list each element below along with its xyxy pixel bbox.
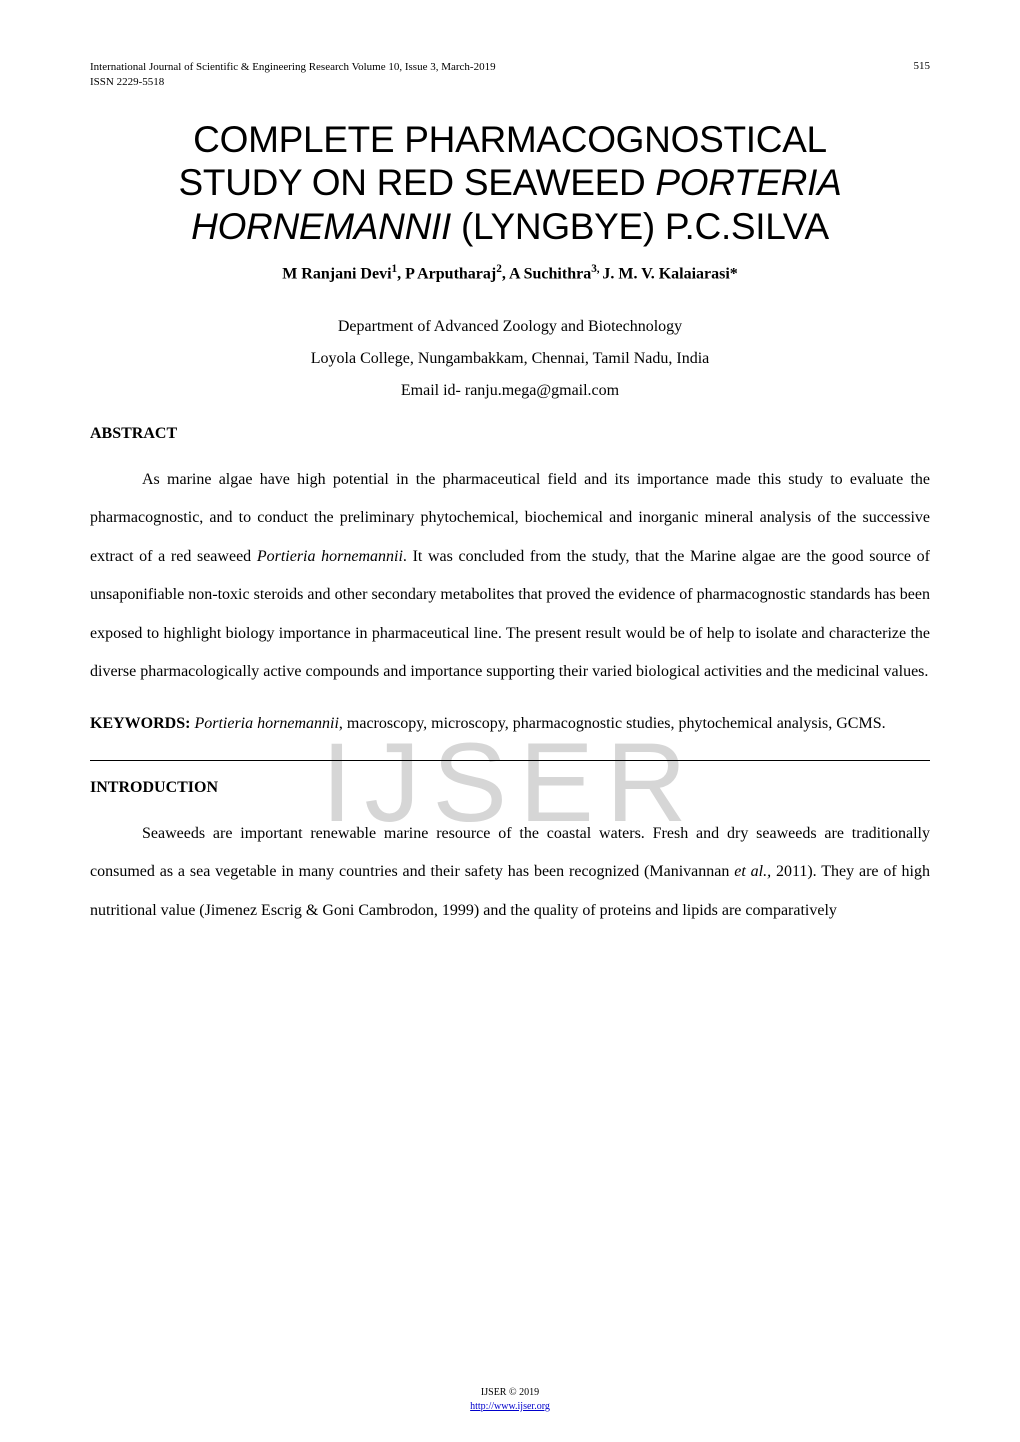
page-footer: IJSER © 2019 http://www.ijser.org — [0, 1386, 1020, 1414]
keywords-italic: Portieria hornemannii — [190, 715, 338, 732]
introduction-body: Seaweeds are important renewable marine … — [90, 815, 930, 930]
footer-copyright: IJSER © 2019 — [0, 1386, 1020, 1400]
journal-info: International Journal of Scientific & En… — [90, 60, 496, 90]
introduction-heading: INTRODUCTION — [90, 779, 930, 797]
affiliation-line-3: Email id- ranju.mega@gmail.com — [90, 375, 930, 407]
paper-title: COMPLETE PHARMACOGNOSTICAL STUDY ON RED … — [90, 118, 930, 249]
journal-line-2: ISSN 2229-5518 — [90, 75, 496, 90]
author-2: P Arputharaj — [405, 265, 496, 282]
footer-link[interactable]: http://www.ijser.org — [470, 1401, 550, 1412]
sep-1: , — [397, 265, 405, 282]
title-line-3: HORNEMANNII (LYNGBYE) P.C.SILVA — [90, 205, 930, 249]
title-line-2: STUDY ON RED SEAWEED PORTERIA — [90, 161, 930, 205]
sep-2: , — [502, 265, 509, 282]
affiliation-block: Department of Advanced Zoology and Biote… — [90, 311, 930, 407]
title-line-2a: STUDY ON RED SEAWEED — [179, 162, 656, 203]
title-line-3a-italic: HORNEMANNII — [191, 206, 451, 247]
title-line-2b-italic: PORTERIA — [655, 162, 841, 203]
page-content: International Journal of Scientific & En… — [90, 60, 930, 930]
author-1: M Ranjani Devi — [282, 265, 391, 282]
affiliation-line-2: Loyola College, Nungambakkam, Chennai, T… — [90, 343, 930, 375]
keywords-label: KEYWORDS: — [90, 715, 190, 732]
abstract-italic: Portieria hornemannii — [257, 548, 403, 565]
section-divider — [90, 760, 930, 761]
affiliation-line-1: Department of Advanced Zoology and Biote… — [90, 311, 930, 343]
title-line-1: COMPLETE PHARMACOGNOSTICAL — [90, 118, 930, 162]
abstract-heading: ABSTRACT — [90, 425, 930, 443]
page-number: 515 — [914, 60, 931, 72]
keywords-line: KEYWORDS: Portieria hornemannii, macrosc… — [90, 705, 930, 743]
author-3: A Suchithra — [509, 265, 591, 282]
intro-italic: et al., — [734, 863, 771, 880]
running-header: International Journal of Scientific & En… — [90, 60, 930, 90]
authors-line: M Ranjani Devi1, P Arputharaj2, A Suchit… — [90, 263, 930, 283]
abstract-body: As marine algae have high potential in t… — [90, 461, 930, 691]
journal-line-1: International Journal of Scientific & En… — [90, 60, 496, 75]
abstract-post: . It was concluded from the study, that … — [90, 548, 930, 680]
author-3-sup: 3, — [591, 263, 602, 275]
keywords-rest: , macroscopy, microscopy, pharmacognosti… — [339, 715, 886, 732]
author-4: J. M. V. Kalaiarasi* — [602, 265, 737, 282]
title-line-3b: (LYNGBYE) P.C.SILVA — [451, 206, 829, 247]
